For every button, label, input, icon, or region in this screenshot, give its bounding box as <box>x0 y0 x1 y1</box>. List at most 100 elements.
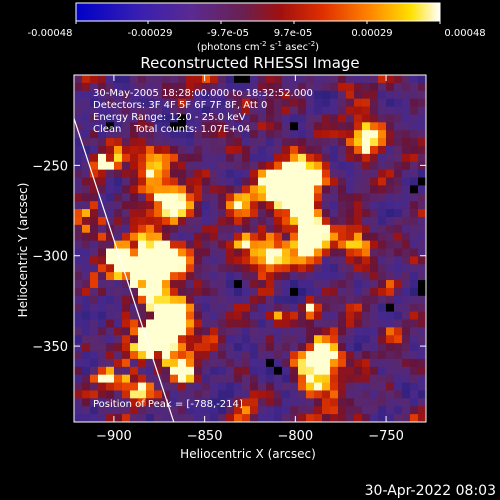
heatmap-cell <box>98 272 107 281</box>
heatmap-cell <box>218 343 227 352</box>
heatmap-cell <box>178 138 187 147</box>
heatmap-cell <box>266 240 275 250</box>
heatmap-cell <box>250 398 259 407</box>
heatmap-cell <box>210 382 219 392</box>
chart-title: Reconstructed RHESSI Image <box>140 54 359 72</box>
heatmap-cell <box>74 280 83 289</box>
heatmap-cell <box>346 374 355 384</box>
heatmap-cell <box>282 193 291 202</box>
heatmap-cell <box>314 161 323 171</box>
heatmap-cell <box>226 382 235 392</box>
heatmap-cell <box>338 287 347 297</box>
heatmap-cell <box>186 201 195 210</box>
heatmap-cell <box>74 98 83 108</box>
heatmap-cell <box>338 303 347 313</box>
heatmap-cell <box>290 303 299 313</box>
heatmap-cell <box>234 382 243 392</box>
heatmap-cell <box>250 414 259 422</box>
heatmap-cell <box>218 185 227 194</box>
heatmap-cell <box>250 287 259 297</box>
heatmap-cell <box>258 122 267 131</box>
heatmap-cell <box>378 224 387 234</box>
heatmap-cell <box>178 201 187 210</box>
heatmap-cell <box>386 264 395 273</box>
heatmap-cell <box>282 327 291 336</box>
heatmap-cell <box>258 256 267 265</box>
heatmap-cell <box>314 358 323 368</box>
heatmap-cell <box>146 414 155 422</box>
heatmap-cell <box>394 280 403 289</box>
heatmap-cell <box>362 106 371 116</box>
heatmap-cell <box>386 390 395 399</box>
heatmap-cell <box>226 114 235 123</box>
heatmap-cell <box>298 295 307 305</box>
heatmap-cell <box>82 122 91 131</box>
heatmap-cell <box>274 406 283 415</box>
heatmap-cell <box>162 343 171 352</box>
heatmap-cell <box>194 224 203 234</box>
heatmap-cell <box>178 414 187 422</box>
heatmap-cell <box>282 98 291 108</box>
heatmap-cell <box>106 185 115 194</box>
heatmap-cell <box>370 130 379 139</box>
heatmap-cell <box>130 90 139 100</box>
heatmap-cell <box>330 82 339 92</box>
heatmap-cell <box>250 280 259 289</box>
heatmap-cell <box>122 240 131 250</box>
heatmap-cell <box>98 319 107 328</box>
heatmap-cell <box>194 185 203 194</box>
y-tick-label: −300 <box>32 250 68 265</box>
heatmap-cell <box>370 414 379 422</box>
heatmap-cell <box>330 209 339 218</box>
heatmap-cell <box>258 232 267 242</box>
heatmap-cell <box>154 327 163 336</box>
heatmap-cell <box>266 295 275 305</box>
heatmap-cell <box>394 177 403 187</box>
heatmap-cell <box>362 287 371 297</box>
heatmap-cell <box>242 248 251 257</box>
heatmap-cell <box>114 358 123 368</box>
heatmap-cell <box>154 201 163 210</box>
heatmap-cell <box>170 390 179 399</box>
heatmap-cell <box>178 272 187 281</box>
heatmap-cell <box>202 224 211 234</box>
heatmap-cell <box>418 366 426 376</box>
heatmap-cell <box>282 272 291 281</box>
heatmap-cell <box>186 256 195 265</box>
heatmap-cell <box>322 232 331 242</box>
heatmap-cell <box>218 75 227 84</box>
heatmap-cell <box>178 295 187 305</box>
heatmap-cell <box>306 82 315 92</box>
heatmap-cell <box>378 272 387 281</box>
heatmap-cell <box>90 224 99 234</box>
heatmap-cell <box>266 406 275 415</box>
heatmap-cell <box>154 319 163 328</box>
heatmap-cell <box>218 216 227 226</box>
heatmap-cell <box>394 193 403 202</box>
heatmap-cell <box>186 130 195 139</box>
heatmap-cell <box>250 343 259 352</box>
heatmap-cell <box>242 106 251 116</box>
heatmap-cell <box>98 153 107 163</box>
heatmap-cell <box>82 161 91 171</box>
heatmap-cell <box>402 272 411 281</box>
heatmap-cell <box>210 398 219 407</box>
heatmap-cell <box>114 390 123 399</box>
heatmap-cell <box>202 75 211 84</box>
heatmap-cell <box>202 256 211 265</box>
heatmap-cell <box>282 335 291 344</box>
x-tick-label: −850 <box>187 429 223 444</box>
heatmap-cell <box>322 98 331 108</box>
heatmap-cell <box>218 319 227 328</box>
heatmap-cell <box>82 295 91 305</box>
heatmap-cell <box>330 303 339 313</box>
heatmap-cell <box>370 343 379 352</box>
heatmap-cell <box>298 75 307 84</box>
heatmap-cell <box>370 374 379 384</box>
heatmap-cell <box>114 382 123 392</box>
heatmap-cell <box>346 280 355 289</box>
heatmap-cell <box>210 358 219 368</box>
heatmap-cell <box>138 185 147 194</box>
heatmap-cell <box>186 390 195 399</box>
heatmap-cell <box>234 145 243 155</box>
